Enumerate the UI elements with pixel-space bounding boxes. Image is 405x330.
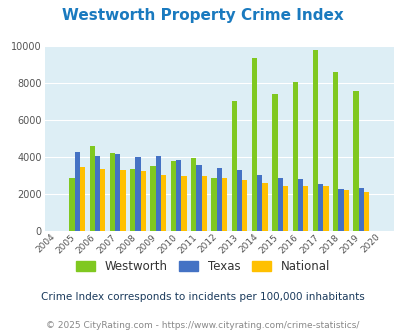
Bar (251, 58, 257, 231)
Bar (196, 165, 201, 231)
Bar (282, 186, 288, 231)
Bar (312, 50, 318, 231)
Bar (160, 175, 166, 231)
Bar (271, 94, 277, 231)
Bar (211, 178, 216, 231)
Text: © 2025 CityRating.com - https://www.cityrating.com/crime-statistics/: © 2025 CityRating.com - https://www.city… (46, 321, 359, 330)
Bar (120, 170, 126, 231)
Bar (109, 153, 115, 231)
Bar (191, 158, 196, 231)
Bar (231, 101, 236, 231)
Bar (100, 169, 105, 231)
Bar (75, 151, 79, 231)
Bar (241, 180, 247, 231)
Bar (322, 186, 328, 231)
Bar (297, 179, 303, 231)
Bar (363, 192, 369, 231)
Bar (358, 187, 363, 231)
Bar (338, 189, 343, 231)
Bar (115, 154, 120, 231)
Bar (171, 161, 176, 231)
Bar (89, 146, 95, 231)
Bar (221, 178, 227, 231)
Bar (201, 177, 206, 231)
Bar (140, 171, 146, 231)
Bar (343, 190, 348, 231)
Bar (257, 175, 262, 231)
Bar (292, 82, 297, 231)
Bar (332, 72, 338, 231)
Text: Crime Index corresponds to incidents per 100,000 inhabitants: Crime Index corresponds to incidents per… (41, 292, 364, 302)
Bar (79, 167, 85, 231)
Bar (302, 186, 308, 231)
Bar (95, 156, 100, 231)
Bar (318, 184, 323, 231)
Bar (135, 157, 140, 231)
Bar (69, 178, 75, 231)
Bar (176, 160, 181, 231)
Bar (150, 166, 156, 231)
Bar (262, 183, 267, 231)
Bar (156, 156, 160, 231)
Text: Westworth Property Crime Index: Westworth Property Crime Index (62, 8, 343, 23)
Bar (216, 168, 221, 231)
Legend: Westworth, Texas, National: Westworth, Texas, National (71, 255, 334, 278)
Bar (130, 169, 135, 231)
Bar (181, 176, 186, 231)
Bar (352, 90, 358, 231)
Bar (277, 178, 282, 231)
Bar (237, 170, 242, 231)
